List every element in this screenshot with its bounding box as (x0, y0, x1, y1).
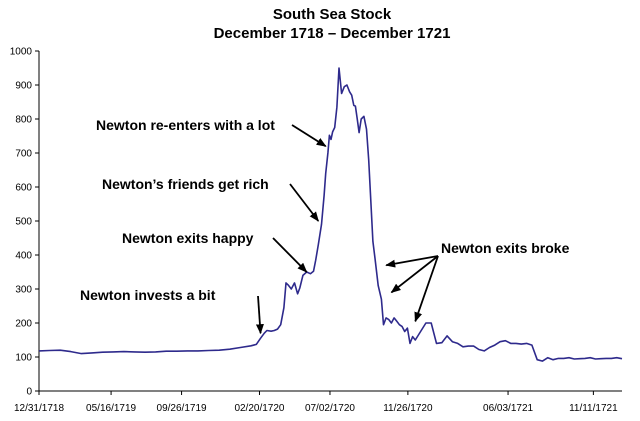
annotation-label: Newton’s friends get rich (102, 176, 269, 192)
x-tick-label: 09/26/1719 (157, 403, 207, 414)
annotation-arrow (414, 255, 439, 323)
y-tick-label: 200 (15, 319, 32, 330)
annotation-arrow (291, 124, 327, 147)
annotation-label: Newton invests a bit (80, 287, 216, 303)
x-tick-label: 02/20/1720 (234, 403, 284, 414)
annotations: Newton invests a bit Newton exits happy Ne… (80, 117, 570, 335)
y-tick-label: 600 (15, 183, 32, 194)
y-tick-label: 700 (15, 149, 32, 160)
annotation-arrow (385, 255, 439, 268)
y-tick-label: 500 (15, 217, 32, 228)
annotation-label: Newton exits happy (122, 230, 254, 246)
y-tick-label: 100 (15, 353, 32, 364)
x-tick-label: 07/02/1720 (305, 403, 355, 414)
y-tick-label: 900 (15, 81, 32, 92)
x-tick-label: 12/31/1718 (14, 403, 64, 414)
annotation-arrow (255, 295, 264, 335)
y-tick-label: 400 (15, 251, 32, 262)
annotation-arrow (390, 255, 439, 294)
y-axis: 0 100 200 300 400 500 600 700 800 900 1000 (10, 47, 40, 398)
y-tick-label: 300 (15, 285, 32, 296)
chart-subtitle: December 1718 – December 1721 (214, 25, 451, 42)
annotation-arrow (289, 183, 320, 222)
y-tick-label: 1000 (10, 47, 33, 58)
y-tick-label: 800 (15, 115, 32, 126)
annotation-label: Newton re-enters with a lot (96, 117, 275, 133)
x-tick-label: 11/26/1720 (383, 403, 433, 414)
x-tick-label: 11/11/1721 (569, 403, 618, 414)
series-group (38, 67, 623, 362)
annotation-arrow (272, 237, 308, 273)
series-line-0 (38, 67, 623, 362)
chart-title: South Sea Stock (273, 6, 392, 23)
annotation-label: Newton exits broke (441, 240, 570, 256)
x-tick-label: 05/16/1719 (86, 403, 136, 414)
x-tick-label: 06/03/1721 (483, 403, 533, 414)
y-tick-label: 0 (26, 387, 32, 398)
x-axis: 12/31/1718 05/16/1719 09/26/1719 02/20/1720… (14, 390, 622, 414)
